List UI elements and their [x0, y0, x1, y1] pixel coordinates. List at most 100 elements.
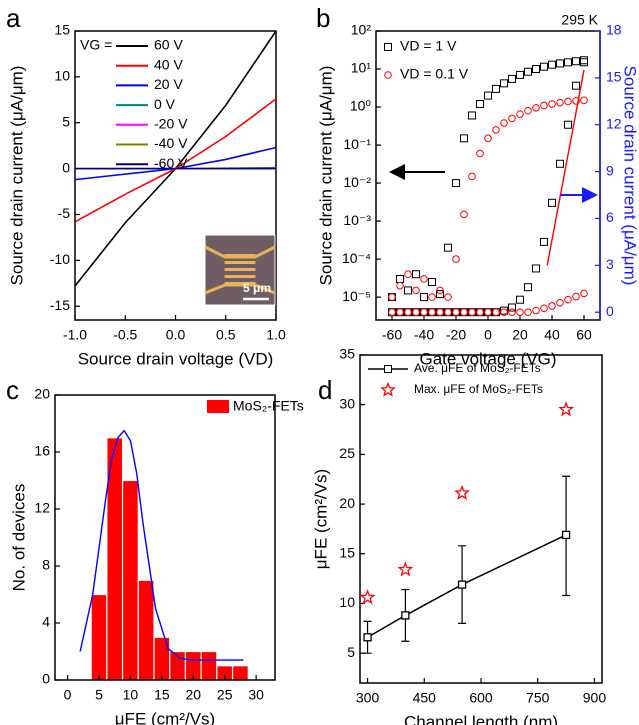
x-tick-label: 450	[413, 690, 437, 706]
marker-square	[572, 81, 580, 90]
y2-tick-label: 18	[606, 22, 622, 38]
marker-circle	[516, 110, 524, 118]
inset-electrode	[224, 268, 256, 271]
marker-circle	[508, 308, 516, 316]
y-tick-label: 10	[54, 68, 70, 84]
marker-circle	[580, 96, 588, 105]
marker-circle	[420, 308, 428, 316]
y-tick-label: 0	[62, 159, 70, 175]
y2-tick-label: 12	[606, 115, 622, 131]
y-axis-label: No. of devices	[9, 484, 28, 592]
plot-frame	[54, 394, 276, 681]
marker-circle	[388, 308, 396, 316]
marker-circle	[428, 308, 436, 316]
legend-label: -20 V	[154, 116, 188, 132]
hist-bar	[200, 650, 218, 681]
y-tick-label: 15	[339, 544, 355, 560]
x-tick-label: 15	[154, 687, 170, 703]
marker-square	[564, 58, 572, 67]
marker-square	[532, 264, 540, 273]
marker-square	[548, 198, 556, 207]
marker-circle	[540, 101, 548, 110]
y-axis-label: Source drain current (μA/μm)	[316, 66, 335, 286]
marker-circle	[492, 126, 500, 134]
x-tick-label: 0.5	[216, 327, 236, 343]
inset-scale-label: 5 μm	[243, 281, 271, 295]
y-tick-label: 20	[34, 386, 50, 402]
x-tick-label: 0.0	[166, 327, 186, 343]
y-tick-label: 10⁻²	[343, 174, 371, 190]
y-tick-label: 12	[34, 500, 50, 516]
x-tick-label: 10	[123, 687, 139, 703]
marker-circle	[468, 172, 476, 181]
marker-circle	[484, 134, 492, 143]
hist-bar	[90, 593, 108, 681]
marker-circle	[508, 114, 516, 123]
marker-square	[508, 74, 516, 83]
series-line	[367, 534, 567, 638]
x-tick-label: 20	[185, 687, 201, 703]
marker-square	[492, 84, 500, 93]
legend-label: -60 V	[154, 155, 188, 171]
hist-bar	[231, 665, 249, 681]
panel-letter: a	[6, 3, 21, 33]
y2-tick-label: 6	[606, 209, 614, 225]
marker-circle	[444, 308, 452, 316]
marker-circle	[404, 270, 412, 279]
x-tick-label: -20	[446, 327, 466, 343]
marker-square	[484, 91, 492, 100]
marker-circle	[532, 306, 540, 315]
y-tick-label: 15	[54, 22, 70, 38]
marker-circle	[452, 255, 460, 263]
x-tick-label: 0	[484, 327, 492, 343]
marker-star	[558, 401, 574, 417]
panel-letter: c	[6, 375, 19, 405]
legend-label: VD = 1 V	[400, 38, 457, 54]
x-tick-label: 1.0	[266, 327, 286, 343]
y-axis-label: μFE (cm²/Vs)	[311, 469, 330, 569]
marker-square	[556, 159, 564, 168]
marker-circle	[396, 281, 404, 290]
x-tick-label: 900	[583, 690, 607, 706]
marker-square	[524, 283, 532, 292]
marker-circle	[500, 308, 508, 316]
marker-circle	[388, 293, 396, 301]
x-axis-label: Source drain voltage (VD)	[78, 349, 274, 368]
marker-square	[476, 100, 484, 109]
marker-circle	[476, 308, 484, 316]
x-tick-label: 25	[217, 687, 233, 703]
marker-circle	[532, 104, 540, 112]
marker-circle	[548, 302, 556, 310]
marker-circle	[524, 308, 532, 316]
legend-label: -40 V	[154, 135, 188, 151]
x-tick-label: 600	[469, 690, 493, 706]
marker-square	[580, 58, 588, 67]
marker-square	[460, 134, 468, 143]
marker-circle	[468, 308, 476, 316]
y-tick-label: 20	[339, 495, 355, 511]
y-tick-label: -5	[58, 205, 71, 221]
marker-square	[452, 179, 460, 188]
x-tick-label: 300	[356, 690, 380, 706]
marker-square	[401, 611, 410, 620]
legend-label: 60 V	[154, 37, 183, 53]
x-tick-label: -1.0	[63, 327, 87, 343]
marker-circle	[420, 275, 428, 283]
y-tick-label: 10²	[351, 22, 372, 38]
marker-star	[359, 589, 376, 605]
marker-square	[412, 270, 420, 279]
marker-square	[532, 65, 540, 74]
marker-circle	[412, 286, 420, 295]
marker-square	[420, 293, 428, 302]
x-tick-label: 60	[576, 327, 592, 343]
marker-circle	[460, 308, 468, 316]
marker-circle	[476, 149, 484, 158]
marker-square	[384, 43, 392, 51]
marker-circle	[564, 295, 572, 304]
marker-circle	[436, 286, 444, 295]
marker-square	[396, 274, 404, 283]
marker-square	[524, 67, 532, 76]
marker-square	[500, 79, 508, 88]
legend-label: 40 V	[154, 56, 183, 72]
x-tick-label: 5	[95, 687, 103, 703]
